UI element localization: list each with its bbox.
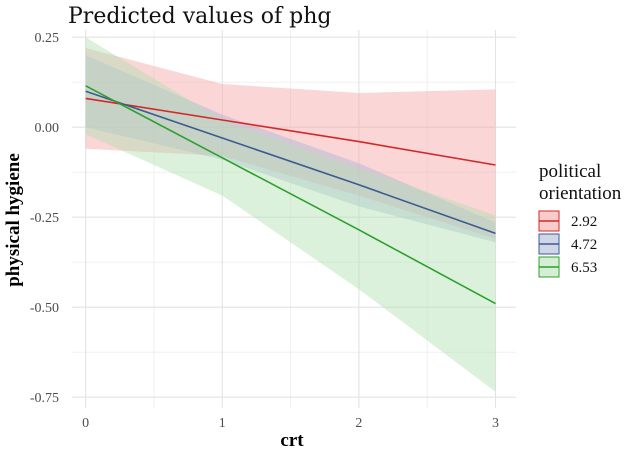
y-tick-label: -0.25 [30,211,59,226]
legend: political orientation 2.92 4.72 6.53 [538,161,622,278]
y-tick-label: -0.75 [30,391,59,406]
legend-title-line-2: orientation [539,183,622,204]
x-tick-label: 1 [219,416,226,431]
y-tick-label: -0.50 [30,301,59,316]
series-lines [85,85,496,305]
confidence-band-4.72 [85,55,496,243]
legend-label-6.53: 6.53 [571,260,597,276]
y-axis-label: physical hygiene [3,153,24,287]
legend-label-4.72: 4.72 [571,237,597,253]
x-axis-ticks: 0 1 2 3 [82,416,499,431]
legend-items: 2.92 4.72 6.53 [538,210,597,278]
confidence-band-2.92 [85,48,496,239]
x-tick-label: 0 [82,416,89,431]
y-tick-label: 0.25 [35,31,60,46]
series-line-4.72 [85,90,496,235]
series-line-6.53 [85,85,496,305]
x-axis-label: crt [280,430,304,451]
gridlines [72,30,516,408]
legend-title-line-1: political [539,161,601,182]
y-tick-label: 0.00 [35,121,60,136]
legend-label-2.92: 2.92 [571,214,597,230]
x-tick-label: 3 [492,416,499,431]
series-line-2.92 [85,97,496,166]
x-tick-label: 2 [355,416,362,431]
chart-title: Predicted values of phg [68,4,331,29]
y-axis-ticks: 0.25 0.00 -0.25 -0.50 -0.75 [30,31,59,406]
